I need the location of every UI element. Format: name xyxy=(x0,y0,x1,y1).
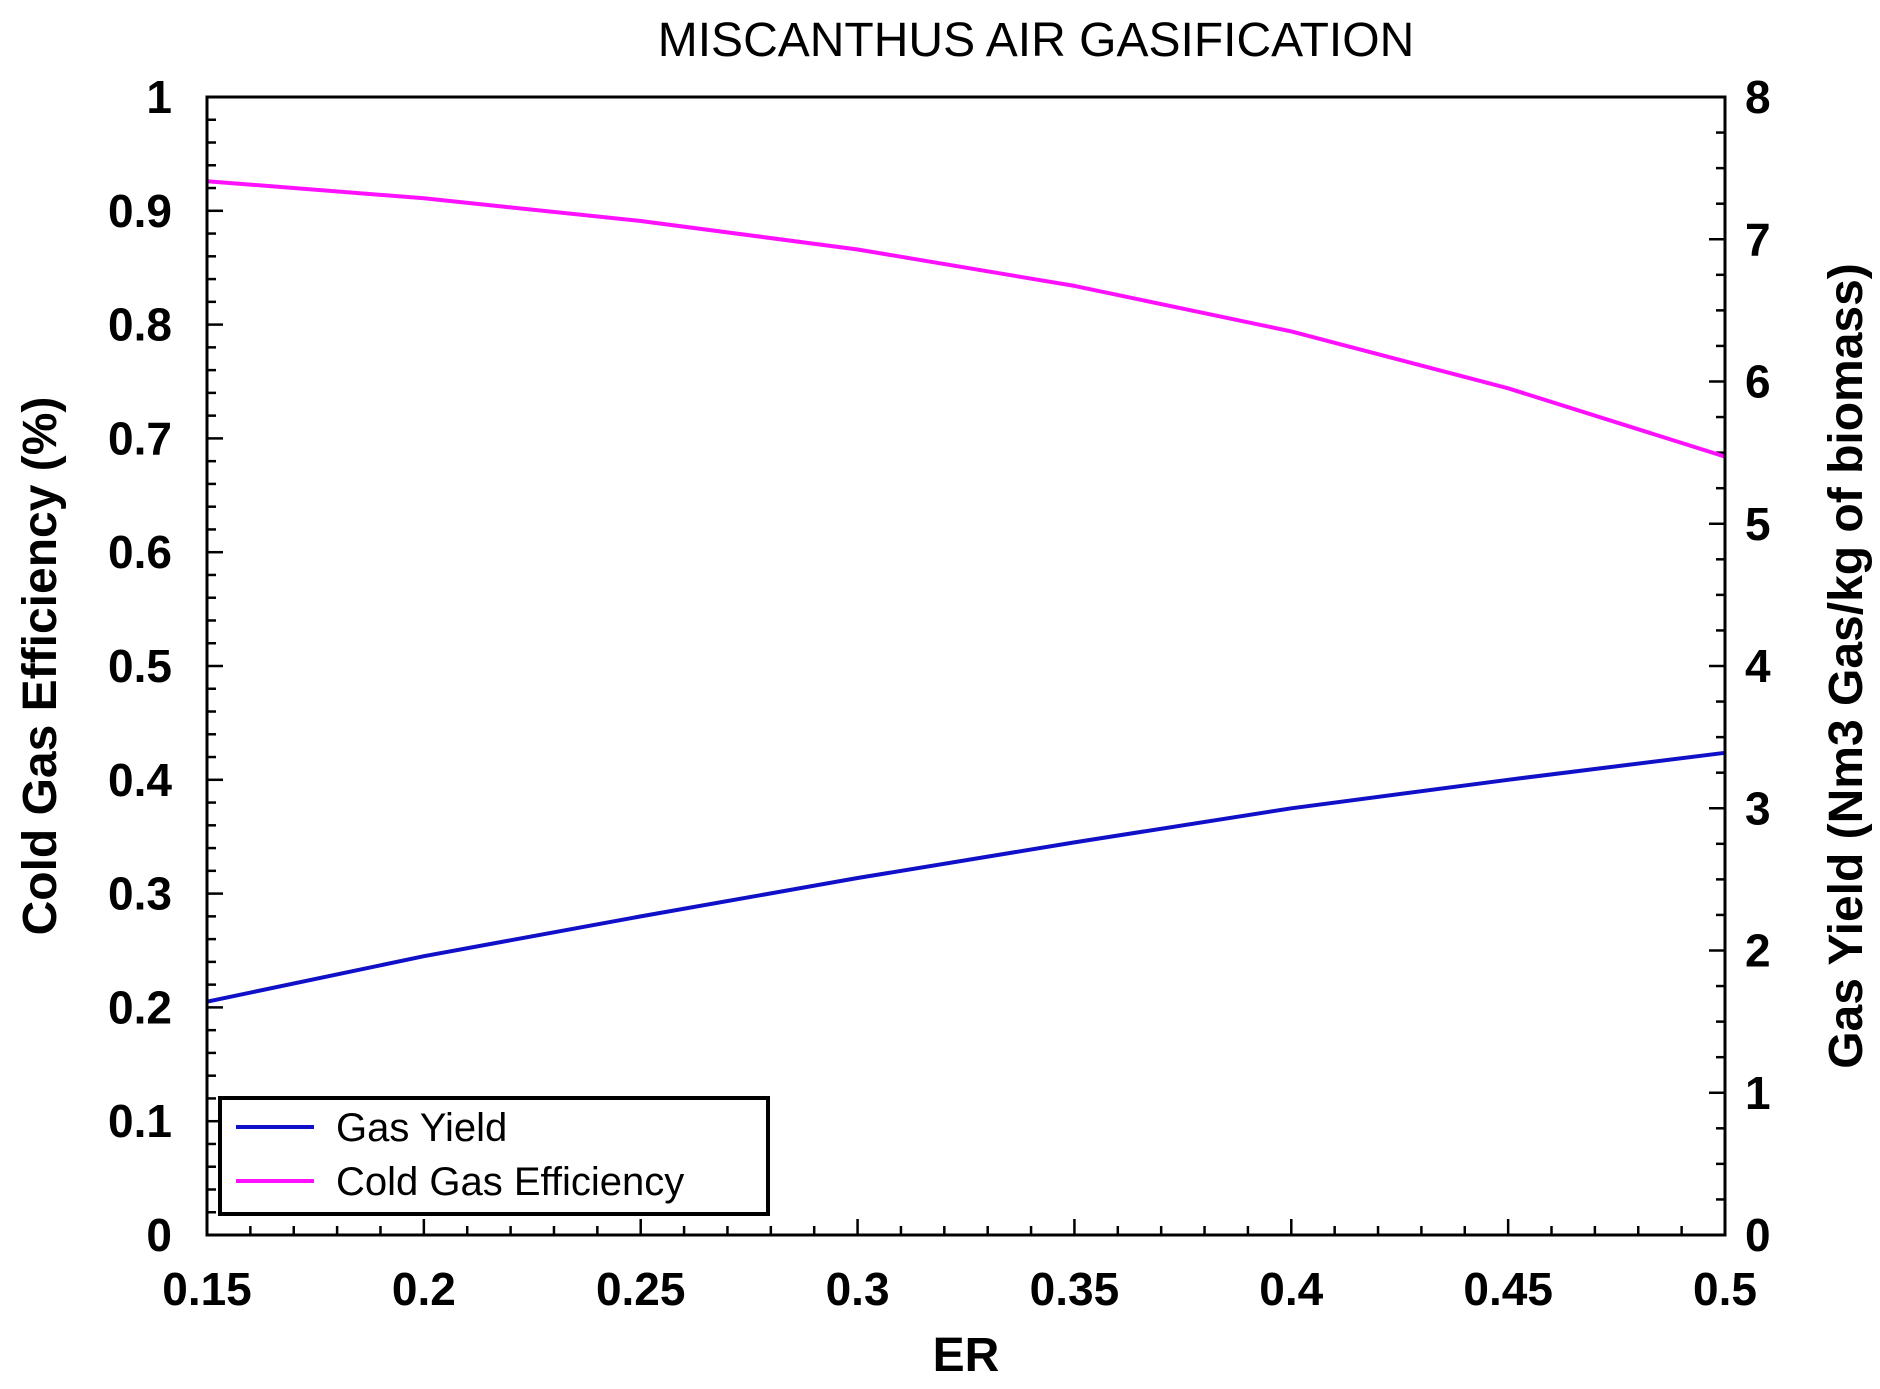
y-left-tick-label: 1 xyxy=(146,71,172,123)
x-tick-label: 0.4 xyxy=(1259,1263,1323,1315)
x-tick-label: 0.25 xyxy=(596,1263,686,1315)
series-line-gas-yield xyxy=(206,750,1726,1004)
chart-title: MISCANTHUS AIR GASIFICATION xyxy=(658,14,1415,67)
legend-box xyxy=(218,1096,770,1216)
y-left-tick-label: 0.2 xyxy=(108,981,172,1033)
legend-label-cold-gas-efficiency: Cold Gas Efficiency xyxy=(336,1160,684,1204)
x-tick-label: 0.5 xyxy=(1693,1263,1757,1315)
y-right-tick-label: 0 xyxy=(1745,1209,1771,1261)
y-left-tick-label: 0 xyxy=(146,1209,172,1261)
y-left-tick-label: 0.3 xyxy=(108,868,172,920)
y-right-tick-label: 5 xyxy=(1745,498,1771,550)
x-tick-label: 0.45 xyxy=(1463,1263,1553,1315)
y-axis-right-label: Gas Yield (Nm3 Gas/kg of biomass) xyxy=(1820,263,1873,1069)
y-left-tick-label: 0.5 xyxy=(108,640,172,692)
legend-label-gas-yield: Gas Yield xyxy=(336,1106,507,1150)
series-line-cold-gas-efficiency xyxy=(206,179,1726,459)
y-left-tick-label: 0.4 xyxy=(108,754,172,806)
x-tick-label: 0.3 xyxy=(826,1263,890,1315)
y-axis-left-label: Cold Gas Efficiency (%) xyxy=(14,397,67,936)
plot-frame xyxy=(205,95,1727,1237)
y-left-tick-label: 0.7 xyxy=(108,412,172,464)
x-tick-label: 0.15 xyxy=(162,1263,252,1315)
y-right-tick-label: 3 xyxy=(1745,782,1771,834)
y-right-tick-label: 8 xyxy=(1745,71,1771,123)
y-left-tick-label: 0.8 xyxy=(108,299,172,351)
y-right-tick-label: 2 xyxy=(1745,925,1771,977)
y-right-tick-label: 7 xyxy=(1745,213,1771,265)
legend: Gas Yield Cold Gas Efficiency xyxy=(218,1096,770,1216)
x-tick-label: 0.2 xyxy=(392,1263,456,1315)
x-axis-label: ER xyxy=(933,1329,1000,1382)
y-right-tick-label: 1 xyxy=(1745,1067,1771,1119)
y-left-tick-label: 0.6 xyxy=(108,526,172,578)
y-right-tick-label: 4 xyxy=(1745,640,1771,692)
y-right-tick-label: 6 xyxy=(1745,356,1771,408)
y-left-tick-label: 0.9 xyxy=(108,185,172,237)
x-tick-label: 0.35 xyxy=(1030,1263,1120,1315)
y-left-tick-label: 0.1 xyxy=(108,1095,172,1147)
